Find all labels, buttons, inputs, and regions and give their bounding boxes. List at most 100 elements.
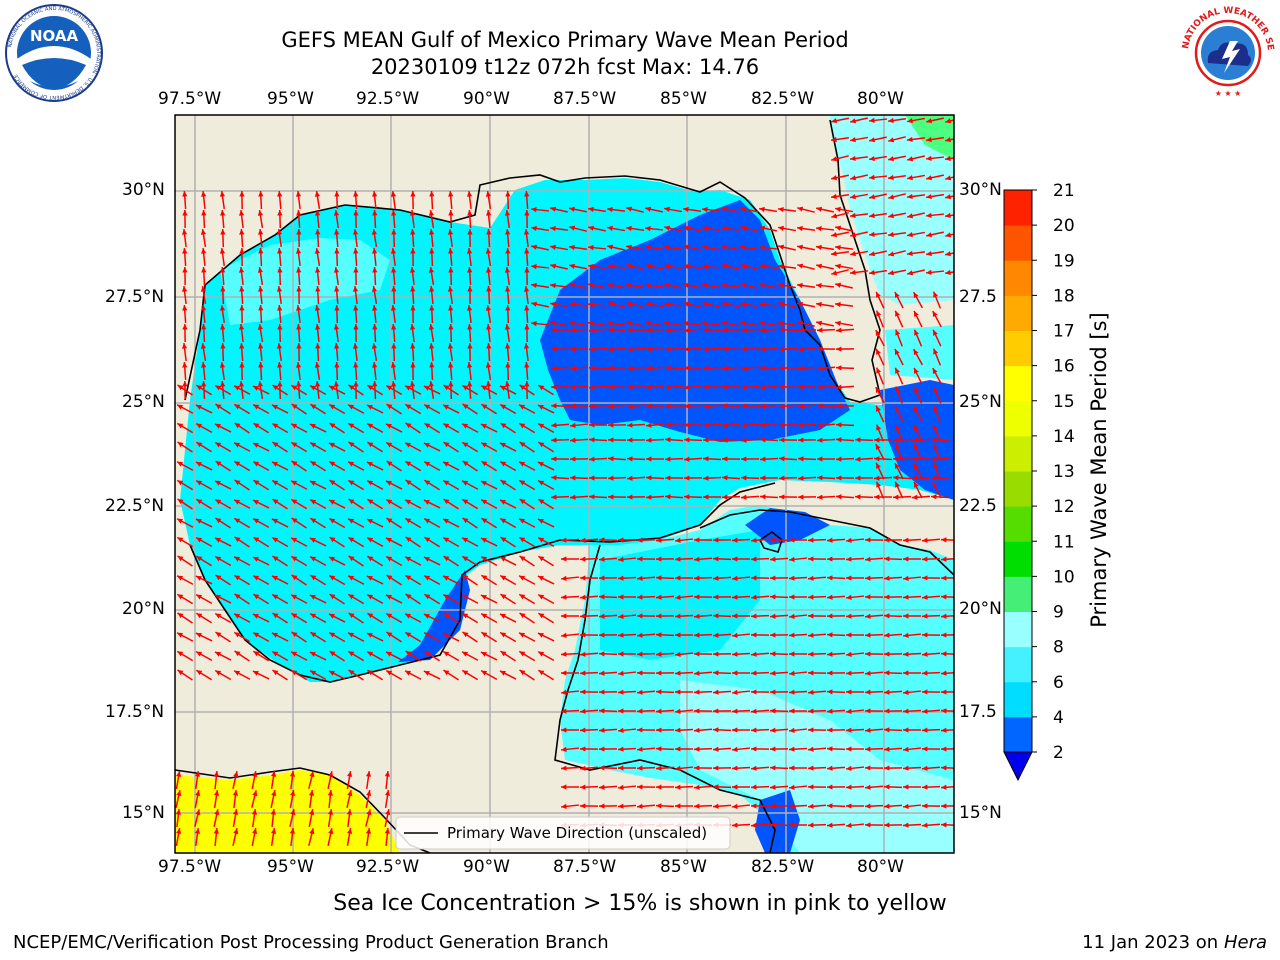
- colorbar-tick-label: 9: [1053, 603, 1064, 623]
- wave-arrow-head: [519, 537, 526, 543]
- wave-arrow-head: [550, 206, 557, 212]
- wave-arrow-head: [181, 286, 188, 292]
- wave-arrow-head: [846, 613, 852, 619]
- wave-arrow-head: [835, 263, 841, 269]
- wave-arrow-head: [608, 422, 614, 428]
- wave-arrow-head: [808, 746, 814, 752]
- wave-arrow-head: [405, 422, 412, 429]
- wave-arrow-head: [941, 575, 947, 581]
- wave-arrow-head: [656, 803, 662, 809]
- wave-arrow-head: [816, 301, 822, 308]
- colorbar-tick-label: 17: [1053, 322, 1075, 342]
- wave-arrow-head: [760, 494, 766, 500]
- wave-arrow-head: [713, 689, 719, 695]
- wave-arrow-head: [538, 537, 545, 543]
- wave-arrow-head: [523, 343, 530, 349]
- wave-arrow-head: [334, 305, 340, 311]
- wave-arrow-head: [645, 263, 652, 269]
- wave-arrow-head: [941, 746, 947, 752]
- wave-arrow-head: [328, 556, 335, 562]
- wave-arrow-head: [238, 210, 245, 216]
- wave-arrow-head: [531, 301, 538, 307]
- wave-arrow-head: [481, 442, 488, 448]
- wave-arrow-head: [684, 422, 690, 428]
- wave-arrow-head: [694, 670, 700, 676]
- wave-arrow-head: [656, 765, 662, 771]
- wave-arrow-head: [348, 480, 355, 486]
- lon-label-bottom-4: 90°W: [463, 857, 510, 877]
- wave-arrow-head: [646, 456, 652, 462]
- wave-arrow-head: [194, 828, 201, 834]
- wave-arrow-head: [703, 422, 709, 428]
- wave-arrow-head: [831, 136, 837, 143]
- wave-arrow-head: [252, 771, 258, 777]
- lat-label-left-5: 20°N: [122, 599, 165, 619]
- wave-arrow-head: [808, 613, 814, 619]
- wave-arrow-head: [239, 286, 245, 292]
- wave-arrow-head: [486, 286, 492, 292]
- wave-arrow-head: [277, 267, 283, 273]
- wave-arrow-head: [694, 575, 700, 581]
- wave-arrow-head: [608, 475, 614, 481]
- wave-arrow-head: [599, 784, 605, 790]
- wave-arrow-head: [561, 670, 567, 676]
- wave-arrow-head: [462, 651, 469, 657]
- wave-arrow-head: [903, 746, 909, 752]
- wave-arrow-head: [903, 670, 909, 676]
- wave-arrow-head: [770, 613, 776, 619]
- wave-arrow-head: [570, 327, 576, 333]
- wave-arrow-head: [926, 212, 932, 218]
- wave-arrow-head: [770, 822, 776, 828]
- wave-arrow-head: [290, 809, 296, 816]
- wave-arrow-head: [462, 403, 469, 410]
- wave-arrow-head: [722, 475, 728, 481]
- wave-arrow-head: [371, 286, 378, 292]
- wave-arrow-head: [675, 803, 681, 809]
- wave-arrow-head: [627, 475, 633, 481]
- wave-arrow-head: [835, 320, 841, 326]
- wave-arrow-head: [789, 689, 795, 695]
- lat-label-left-2: 27.5°N: [105, 287, 165, 307]
- wave-arrow-head: [519, 461, 526, 467]
- wave-arrow-head: [234, 536, 241, 543]
- wave-arrow-head: [391, 267, 397, 273]
- wave-arrow-head: [177, 480, 184, 486]
- wave-arrow-head: [846, 537, 852, 543]
- wave-arrow-head: [310, 613, 317, 619]
- wave-arrow-head: [664, 225, 671, 231]
- wave-arrow-head: [675, 784, 681, 790]
- wave-arrow-head: [348, 651, 355, 657]
- wave-arrow-head: [893, 494, 899, 500]
- wave-arrow-head: [428, 381, 435, 387]
- wave-arrow-head: [656, 537, 662, 543]
- wave-arrow-head: [656, 594, 662, 600]
- wave-arrow-head: [348, 461, 355, 467]
- wave-arrow-head: [850, 251, 856, 257]
- wave-arrow-head: [366, 790, 372, 796]
- wave-arrow-head: [410, 248, 416, 254]
- wave-arrow-head: [551, 494, 557, 500]
- wave-arrow-head: [329, 404, 336, 410]
- wave-arrow-head: [913, 292, 919, 299]
- wave-arrow-head: [504, 267, 511, 273]
- wave-arrow-head: [386, 613, 393, 619]
- wave-arrow-head: [367, 385, 374, 391]
- wave-arrow-head: [599, 575, 605, 581]
- wave-arrow-head: [665, 456, 671, 462]
- wave-arrow-head: [945, 137, 951, 143]
- wave-arrow-head: [505, 305, 511, 311]
- wave-arrow-head: [884, 822, 890, 828]
- wave-arrow-head: [888, 231, 894, 238]
- wave-arrow-head: [215, 556, 222, 562]
- wave-arrow-head: [926, 232, 933, 238]
- wave-arrow-head: [561, 746, 567, 752]
- wave-arrow-head: [945, 118, 952, 124]
- wave-arrow-head: [276, 229, 283, 235]
- wave-arrow-head: [932, 368, 938, 375]
- wave-arrow-head: [914, 443, 919, 450]
- wave-arrow-head: [874, 437, 880, 443]
- wave-arrow-head: [884, 613, 890, 619]
- wave-arrow-head: [941, 727, 947, 733]
- wave-arrow-head: [869, 251, 876, 257]
- wave-arrow-head: [903, 556, 909, 562]
